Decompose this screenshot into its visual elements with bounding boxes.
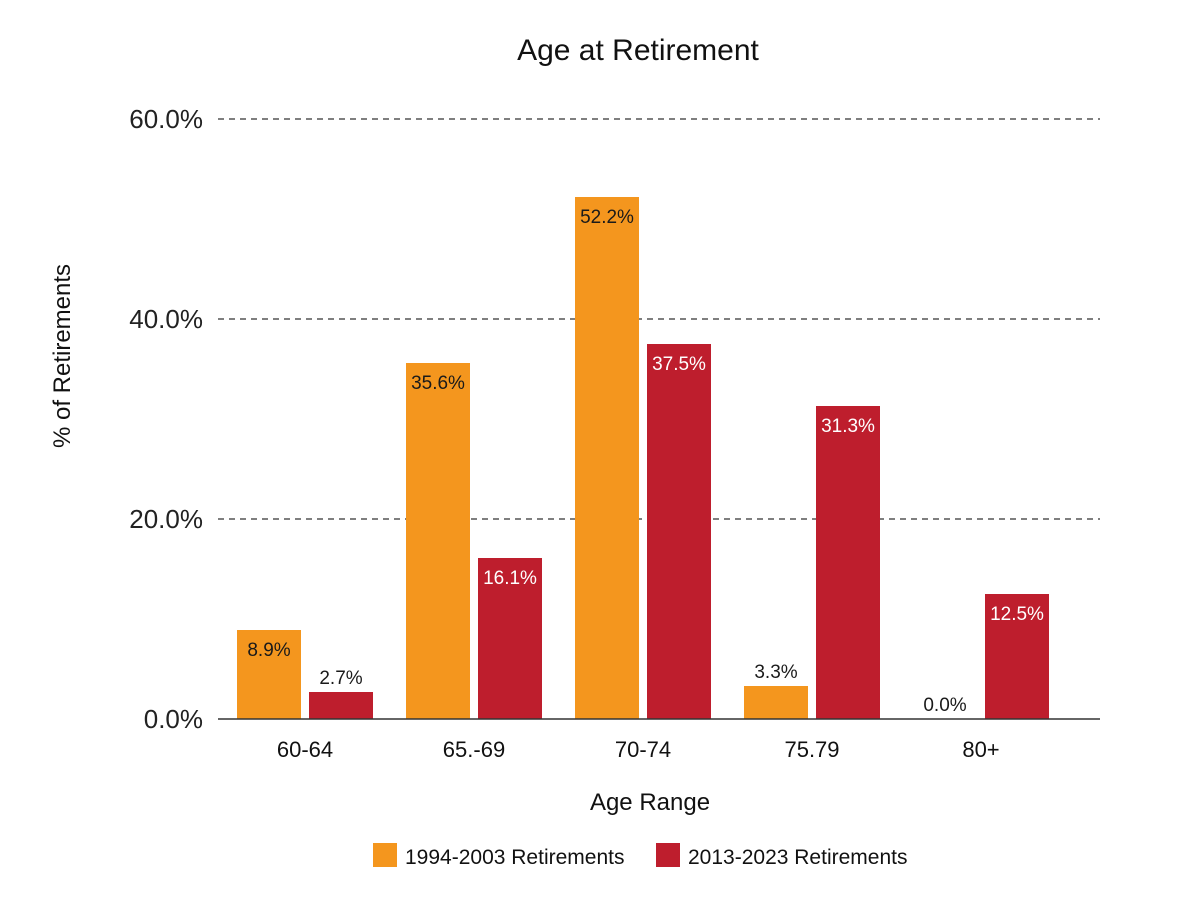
legend-swatch [373,843,397,867]
y-tick-label: 60.0% [129,104,203,134]
x-tick-label: 65.-69 [443,737,505,762]
y-tick-label: 40.0% [129,304,203,334]
legend-label: 1994-2003 Retirements [405,846,624,869]
data-label: 0.0% [923,695,966,716]
bar [985,594,1049,719]
bar [478,558,542,719]
data-label: 16.1% [483,568,537,589]
y-tick-label: 20.0% [129,504,203,534]
x-tick-label: 60-64 [277,737,333,762]
legend-swatch [656,843,680,867]
data-label: 8.9% [247,640,290,661]
data-label: 31.3% [821,416,875,437]
x-tick-label: 75.79 [784,737,839,762]
x-axis-ticks: 60-64 65.-69 70-74 75.79 80+ [277,737,1000,762]
data-label: 35.6% [411,373,465,394]
bar [309,692,373,719]
data-label: 2.7% [319,668,362,689]
bar [237,630,301,719]
chart-title: Age at Retirement [517,34,759,67]
y-axis-label: % of Retirements [49,264,76,448]
bar [575,197,639,719]
bar [406,363,470,719]
legend-label: 2013-2023 Retirements [688,846,907,869]
data-label: 3.3% [754,662,797,683]
bar [744,686,808,719]
legend: 1994-2003 Retirements 2013-2023 Retiremen… [373,843,907,869]
bar [816,406,880,719]
bar [647,344,711,719]
data-label: 37.5% [652,354,706,375]
x-axis-label: Age Range [590,789,710,816]
y-axis-ticks: 0.0% 20.0% 40.0% 60.0% [129,104,203,734]
x-tick-label: 80+ [962,737,999,762]
data-labels: 8.9% 2.7% 35.6% 16.1% 52.2% 37.5% 3.3% 31.3% 0.0… [247,207,1044,716]
data-label: 52.2% [580,207,634,228]
data-label: 12.5% [990,604,1044,625]
bars [237,197,1049,719]
x-tick-label: 70-74 [615,737,671,762]
y-tick-label: 0.0% [144,704,203,734]
